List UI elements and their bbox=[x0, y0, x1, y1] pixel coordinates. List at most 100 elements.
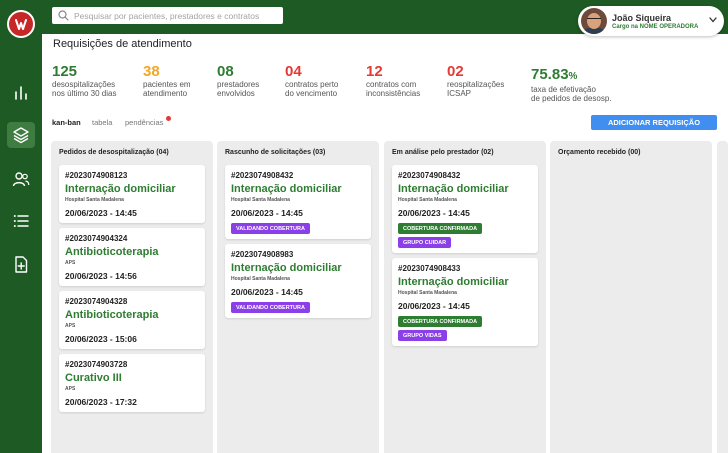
card-id: #2023074904324 bbox=[65, 234, 128, 243]
kanban-column bbox=[717, 141, 728, 453]
card-id: #2023074908432 bbox=[231, 171, 294, 180]
stat-label: envolvidos bbox=[217, 89, 255, 98]
stat-label: reospitalizações bbox=[447, 80, 505, 89]
stat-label: de pedidos de desosp. bbox=[531, 94, 612, 103]
card-title: Internação domiciliar bbox=[65, 183, 176, 195]
request-card[interactable]: #2023074908433 Internação domiciliar Hospi… bbox=[392, 258, 538, 346]
stat-value: 125 bbox=[52, 63, 78, 80]
file-add-icon[interactable] bbox=[7, 251, 35, 277]
stat-label: ICSAP bbox=[447, 89, 472, 98]
stat-label: contratos com bbox=[366, 80, 417, 89]
notification-dot bbox=[166, 116, 171, 121]
user-name: João Siqueira bbox=[612, 13, 672, 23]
page-title: Requisições de atendimento bbox=[53, 38, 192, 50]
column-title: Orçamento recebido (00) bbox=[558, 149, 641, 156]
card-date: 20/06/2023 - 17:32 bbox=[65, 397, 137, 407]
stat-item: 08 prestadores envolvidos bbox=[217, 63, 260, 99]
card-id: #2023074903728 bbox=[65, 360, 128, 369]
stat-value: 08 bbox=[217, 63, 234, 80]
stat-item: 75.83% taxa de efetivação de pedidos de de… bbox=[531, 66, 612, 104]
status-tag: COBERTURA CONFIRMADA bbox=[398, 223, 483, 234]
stat-label: pacientes em bbox=[143, 80, 191, 89]
stat-label: atendimento bbox=[143, 89, 188, 98]
card-id: #2023074908983 bbox=[231, 250, 294, 259]
card-subtitle: Hospital Santa Madalena bbox=[231, 276, 290, 282]
request-card[interactable]: #2023074904324 Antibioticoterapia APS 20/06… bbox=[59, 228, 205, 286]
search-input[interactable] bbox=[74, 7, 279, 24]
card-title: Internação domiciliar bbox=[231, 262, 342, 274]
column-title: Pedidos de desospitalização (04) bbox=[59, 149, 169, 156]
kanban-board: Pedidos de desospitalização (04) #2023074… bbox=[42, 134, 728, 453]
card-date: 20/06/2023 - 14:45 bbox=[398, 301, 470, 311]
card-subtitle: APS bbox=[65, 323, 76, 329]
card-subtitle: APS bbox=[65, 260, 76, 266]
card-title: Internação domiciliar bbox=[398, 183, 509, 195]
status-tag: VALIDANDO COBERTURA bbox=[231, 302, 310, 313]
card-title: Antibioticoterapia bbox=[65, 246, 159, 258]
card-date: 20/06/2023 - 14:45 bbox=[231, 208, 303, 218]
search-icon bbox=[58, 10, 69, 21]
card-date: 20/06/2023 - 14:45 bbox=[65, 208, 137, 218]
tab-pendencies[interactable]: pendências bbox=[125, 118, 164, 127]
stat-label: contratos perto bbox=[285, 80, 339, 89]
kanban-column: Em análise pelo prestador (02) #202307490… bbox=[384, 141, 546, 453]
card-id: #2023074908432 bbox=[398, 171, 461, 180]
card-title: Antibioticoterapia bbox=[65, 309, 159, 321]
stat-label: taxa de efetivação bbox=[531, 85, 596, 94]
request-card[interactable]: #2023074908123 Internação domiciliar Hospi… bbox=[59, 165, 205, 223]
card-date: 20/06/2023 - 14:56 bbox=[65, 271, 137, 281]
add-request-button[interactable]: ADICIONAR REQUISIÇÃO bbox=[591, 115, 717, 130]
avatar bbox=[581, 8, 607, 34]
bar-chart-icon[interactable] bbox=[7, 80, 35, 106]
request-card[interactable]: #2023074904328 Antibioticoterapia APS 20/06… bbox=[59, 291, 205, 349]
kanban-column: Pedidos de desospitalização (04) #2023074… bbox=[51, 141, 213, 453]
request-card[interactable]: #2023074903728 Curativo III APS 20/06/2023 … bbox=[59, 354, 205, 412]
chevron-down-icon[interactable] bbox=[709, 17, 717, 23]
kanban-column: Rascunho de solicitações (03) #2023074908… bbox=[217, 141, 379, 453]
stat-value: 04 bbox=[285, 63, 302, 80]
user-role: Cargo na NOME OPERADORA bbox=[612, 24, 699, 30]
users-icon[interactable] bbox=[7, 166, 35, 192]
column-title: Em análise pelo prestador (02) bbox=[392, 149, 494, 156]
request-card[interactable]: #2023074908432 Internação domiciliar Hospi… bbox=[392, 165, 538, 253]
card-title: Internação domiciliar bbox=[398, 276, 509, 288]
card-date: 20/06/2023 - 15:06 bbox=[65, 334, 137, 344]
stat-item: 125 desospitalizações nos último 30 dias bbox=[52, 63, 116, 99]
stat-label: desospitalizações bbox=[52, 80, 116, 89]
stat-label: prestadores bbox=[217, 80, 260, 89]
stat-value: 75.83% bbox=[531, 66, 578, 83]
stat-value: 12 bbox=[366, 63, 383, 80]
tab-kanban[interactable]: kan-ban bbox=[52, 118, 81, 127]
search-box bbox=[52, 7, 283, 24]
stat-item: 04 contratos perto do vencimento bbox=[285, 63, 339, 99]
stat-value: 38 bbox=[143, 63, 160, 80]
card-id: #2023074908123 bbox=[65, 171, 128, 180]
card-subtitle: Hospital Santa Madalena bbox=[65, 197, 124, 203]
status-tag: GRUPO CUIDAR bbox=[398, 237, 452, 248]
card-date: 20/06/2023 - 14:45 bbox=[231, 287, 303, 297]
status-tag: VALIDANDO COBERTURA bbox=[231, 223, 310, 234]
tab-table[interactable]: tabela bbox=[92, 118, 113, 127]
status-tag: GRUPO VIDAS bbox=[398, 330, 447, 341]
card-subtitle: Hospital Santa Madalena bbox=[231, 197, 290, 203]
card-subtitle: Hospital Santa Madalena bbox=[398, 290, 457, 296]
status-tag: COBERTURA CONFIRMADA bbox=[398, 316, 483, 327]
user-menu[interactable]: João Siqueira Cargo na NOME OPERADORA bbox=[578, 6, 724, 36]
kanban-column: Orçamento recebido (00) bbox=[550, 141, 712, 453]
list-icon[interactable] bbox=[7, 208, 35, 234]
stat-item: 12 contratos com inconsistências bbox=[366, 63, 421, 99]
request-card[interactable]: #2023074908983 Internação domiciliar Hospi… bbox=[225, 244, 371, 318]
card-title: Internação domiciliar bbox=[231, 183, 342, 195]
top-bar: João Siqueira Cargo na NOME OPERADORA bbox=[42, 0, 728, 36]
stat-label: inconsistências bbox=[366, 89, 421, 98]
layers-icon[interactable] bbox=[7, 122, 35, 148]
column-title: Rascunho de solicitações (03) bbox=[225, 149, 326, 156]
card-date: 20/06/2023 - 14:45 bbox=[398, 208, 470, 218]
card-id: #2023074908433 bbox=[398, 264, 461, 273]
card-subtitle: APS bbox=[65, 386, 76, 392]
card-title: Curativo III bbox=[65, 372, 122, 384]
request-card[interactable]: #2023074908432 Internação domiciliar Hospi… bbox=[225, 165, 371, 239]
sidebar bbox=[0, 0, 42, 453]
card-subtitle: Hospital Santa Madalena bbox=[398, 197, 457, 203]
logo-icon[interactable] bbox=[7, 10, 35, 38]
